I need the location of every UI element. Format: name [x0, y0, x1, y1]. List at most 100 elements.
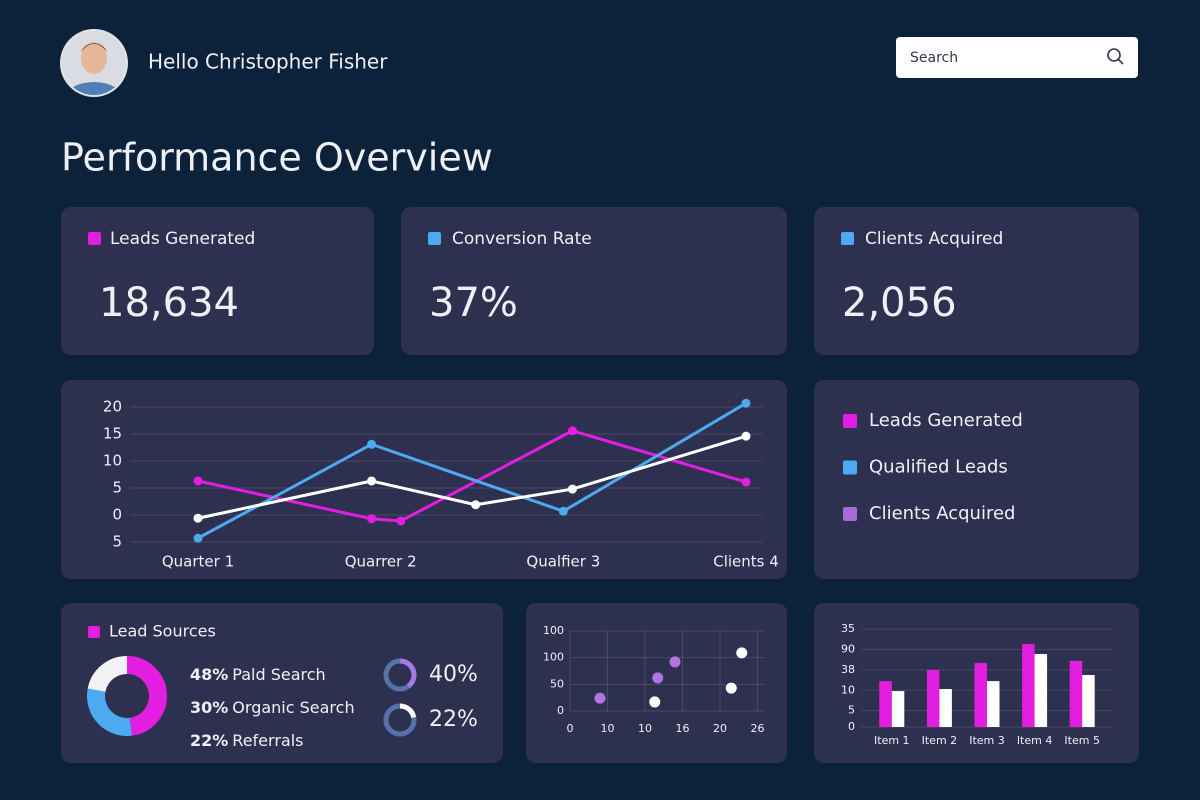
section-title: Lead Sources	[109, 622, 216, 641]
legend-swatch	[843, 460, 857, 475]
scatter-point	[649, 696, 661, 708]
x-tick-label: 10	[601, 722, 615, 735]
kpi-label: Leads Generated	[110, 229, 255, 249]
page-title: Performance Overview	[61, 136, 493, 180]
line-chart-card	[61, 380, 787, 579]
scatter-point	[594, 692, 606, 704]
x-tick-label: 16	[676, 722, 690, 735]
scatter-point	[669, 656, 681, 668]
line-point	[741, 398, 751, 408]
y-tick-label: 15	[103, 425, 122, 443]
x-tick-label: 20	[713, 722, 727, 735]
source-percent: 48%	[190, 665, 228, 684]
bar	[891, 691, 905, 727]
lead-sources-card	[61, 603, 503, 763]
scatter-point	[725, 682, 737, 694]
search-box[interactable]	[896, 37, 1138, 78]
y-tick-label: 10	[841, 683, 855, 696]
y-tick-label: 10	[103, 452, 122, 470]
bar	[1082, 674, 1095, 727]
line-point	[741, 431, 751, 441]
gauge-label: 40%	[429, 662, 478, 687]
legend-swatch	[843, 507, 857, 521]
y-tick-label: 5	[848, 704, 855, 717]
x-tick-label: 26	[751, 722, 765, 735]
greeting: Hello Christopher Fisher	[148, 50, 388, 74]
source-percent: 30%	[190, 698, 228, 717]
y-tick-label: 100	[543, 624, 564, 637]
legend-swatch	[843, 414, 857, 428]
search-placeholder[interactable]: Search	[910, 50, 958, 66]
x-tick-label: Quarrer 2	[345, 553, 417, 571]
section-marker	[88, 626, 100, 638]
line-point	[367, 476, 377, 486]
y-tick-label: 38	[841, 663, 855, 676]
source-name: Referrals	[232, 731, 303, 750]
gauge-arc	[399, 658, 417, 689]
bar	[974, 662, 987, 727]
source-name: Organic Search	[232, 698, 354, 717]
kpi-label: Conversion Rate	[452, 229, 592, 249]
legend-label: Qualified Leads	[869, 457, 1008, 478]
donut-segment	[126, 656, 167, 736]
line-point	[396, 516, 406, 526]
kpi-card	[401, 207, 787, 355]
line-point	[471, 500, 481, 510]
legend-card	[814, 380, 1139, 579]
bar	[1022, 643, 1035, 727]
source-name: Pald Search	[232, 665, 325, 684]
y-tick-label: 20	[103, 398, 122, 416]
line-point	[367, 439, 377, 449]
y-tick-label: 90	[841, 642, 855, 655]
x-tick-label: Item 1	[874, 734, 910, 747]
search-icon[interactable]	[1107, 48, 1124, 65]
y-tick-label: 0	[112, 506, 122, 524]
y-tick-label: 5	[112, 533, 122, 551]
gauge-label: 22%	[429, 707, 478, 732]
y-tick-label: 35	[841, 622, 855, 635]
x-tick-label: Item 5	[1064, 734, 1100, 747]
x-tick-label: Item 4	[1017, 734, 1053, 747]
donut-segment	[87, 656, 128, 693]
kpi-label: Clients Acquired	[865, 229, 1003, 249]
y-tick-label: 0	[557, 704, 564, 717]
avatar	[60, 29, 128, 97]
kpi-marker	[88, 232, 101, 245]
line-point	[367, 514, 377, 524]
kpi-card	[61, 207, 374, 355]
gauge-arc	[399, 703, 417, 719]
source-label: 22% Referrals	[190, 731, 303, 750]
y-tick-label: 0	[848, 720, 855, 733]
line-point	[558, 506, 568, 516]
source-label: 30% Organic Search	[190, 698, 355, 717]
bar	[939, 689, 952, 727]
line-series	[197, 401, 747, 540]
line-point	[567, 426, 577, 436]
line-point	[193, 533, 203, 543]
kpi-marker	[428, 232, 441, 245]
y-tick-label: 50	[550, 677, 564, 690]
bar	[879, 681, 892, 727]
bar	[926, 670, 940, 727]
line-point	[567, 484, 577, 494]
donut-segment	[87, 688, 133, 736]
x-tick-label: 10	[638, 722, 652, 735]
kpi-value: 18,634	[99, 280, 239, 326]
x-tick-label: Quarter 1	[162, 553, 234, 571]
x-tick-label: 0	[567, 722, 574, 735]
bar	[987, 681, 1000, 727]
line-point	[193, 476, 203, 486]
x-tick-label: Item 2	[922, 734, 958, 747]
source-percent: 22%	[190, 731, 228, 750]
kpi-marker	[841, 232, 854, 245]
scatter-point	[652, 672, 664, 684]
x-tick-label: Clients 4	[713, 553, 779, 571]
kpi-card	[814, 207, 1139, 355]
source-label: 48% Pald Search	[190, 665, 326, 684]
x-tick-label: Qualfier 3	[526, 553, 600, 571]
y-tick-label: 5	[112, 479, 122, 497]
line-point	[193, 513, 203, 523]
x-tick-label: Item 3	[969, 734, 1005, 747]
legend-label: Leads Generated	[869, 410, 1023, 431]
